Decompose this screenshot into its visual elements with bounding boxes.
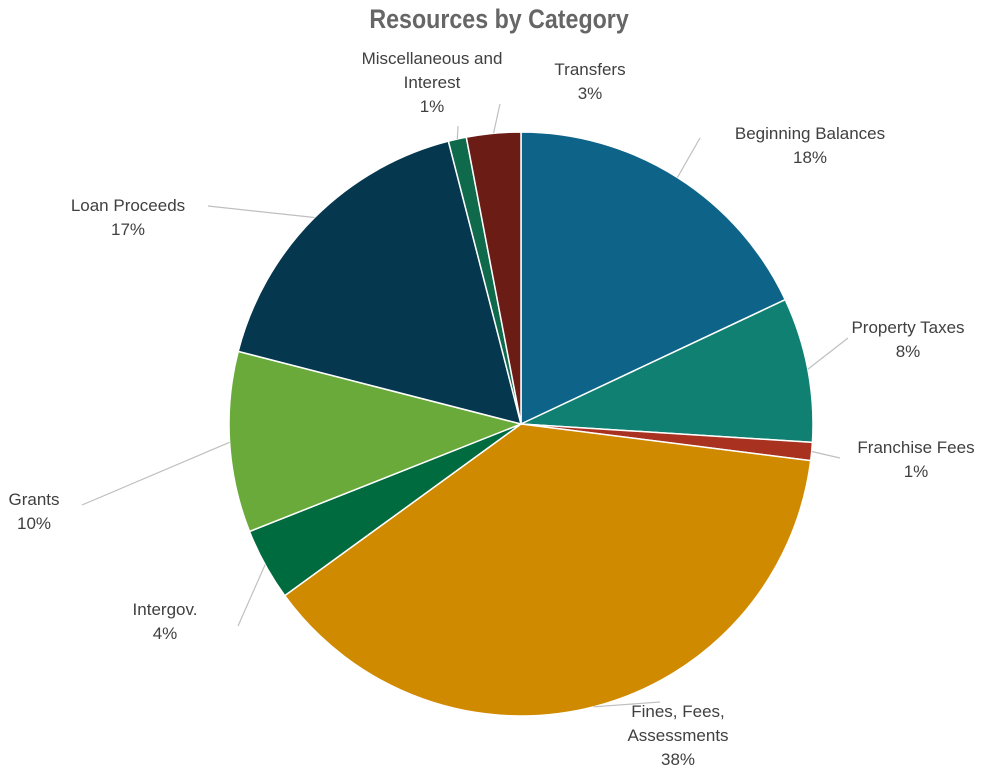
slice-name-loan-proceeds: Loan Proceeds: [70, 196, 186, 215]
chart-title: Resources by Category: [369, 4, 629, 34]
slice-name-beginning-balances: Beginning Balances: [734, 124, 886, 143]
leader-line-miscellaneous-and-interest: [456, 125, 459, 140]
slice-name-fines-fees-assessments: Fines, Fees,: [631, 702, 725, 721]
data-label-grants: Grants 10%: [0, 488, 154, 536]
slice-percent-intergov: 4%: [152, 624, 178, 643]
leader-line-grants: [81, 441, 230, 506]
slice-percent-franchise-fees: 1%: [903, 462, 929, 481]
slice-percent-property-taxes: 8%: [895, 342, 921, 361]
slice-percent-miscellaneous-and-interest: 1%: [419, 97, 445, 116]
pie-slice-loan-proceeds: [237, 140, 523, 426]
pie-slice-fines-fees-assessments: [283, 423, 812, 717]
leader-line-fines-fees-assessments: [593, 701, 661, 708]
pie-slice-grants: [228, 350, 524, 533]
slice-name-grants: Grants: [8, 490, 60, 509]
leader-line-franchise-fees: [811, 450, 841, 459]
slice-name-miscellaneous-and-interest: Miscellaneous and: [361, 49, 503, 68]
data-label-fines-fees-assessments: Fines, Fees, Assessments 38%: [558, 700, 798, 772]
slice-percent-loan-proceeds: 17%: [110, 220, 146, 239]
slice-percent-grants: 10%: [16, 514, 52, 533]
data-label-beginning-balances: Beginning Balances 18%: [690, 122, 930, 170]
leader-line-intergov: [237, 564, 266, 627]
data-label-miscellaneous-and-interest: Miscellaneous and Interest 1%: [312, 47, 552, 119]
pie-slice-property-taxes: [520, 298, 814, 444]
slice-name-miscellaneous-and-interest: Interest: [403, 73, 461, 92]
leader-line-beginning-balances: [676, 137, 701, 178]
data-label-property-taxes: Property Taxes 8%: [788, 316, 1005, 364]
slice-name-fines-fees-assessments: Assessments: [627, 726, 729, 745]
leader-line-loan-proceeds: [207, 205, 315, 219]
data-label-loan-proceeds: Loan Proceeds 17%: [8, 194, 248, 242]
slice-name-intergov: Intergov.: [132, 600, 198, 619]
slice-name-transfers: Transfers: [554, 60, 626, 79]
leader-line-property-taxes: [807, 337, 849, 370]
slice-percent-transfers: 3%: [577, 84, 603, 103]
slice-percent-beginning-balances: 18%: [792, 148, 828, 167]
slice-percent-fines-fees-assessments: 38%: [660, 750, 696, 769]
slice-name-franchise-fees: Franchise Fees: [857, 438, 975, 457]
slice-name-property-taxes: Property Taxes: [851, 318, 965, 337]
pie-slice-beginning-balances: [520, 131, 787, 426]
leader-line-transfers: [492, 103, 501, 134]
data-label-franchise-fees: Franchise Fees 1%: [796, 436, 1005, 484]
data-label-transfers: Transfers 3%: [470, 58, 710, 106]
data-label-intergov: Intergov. 4%: [45, 598, 285, 646]
